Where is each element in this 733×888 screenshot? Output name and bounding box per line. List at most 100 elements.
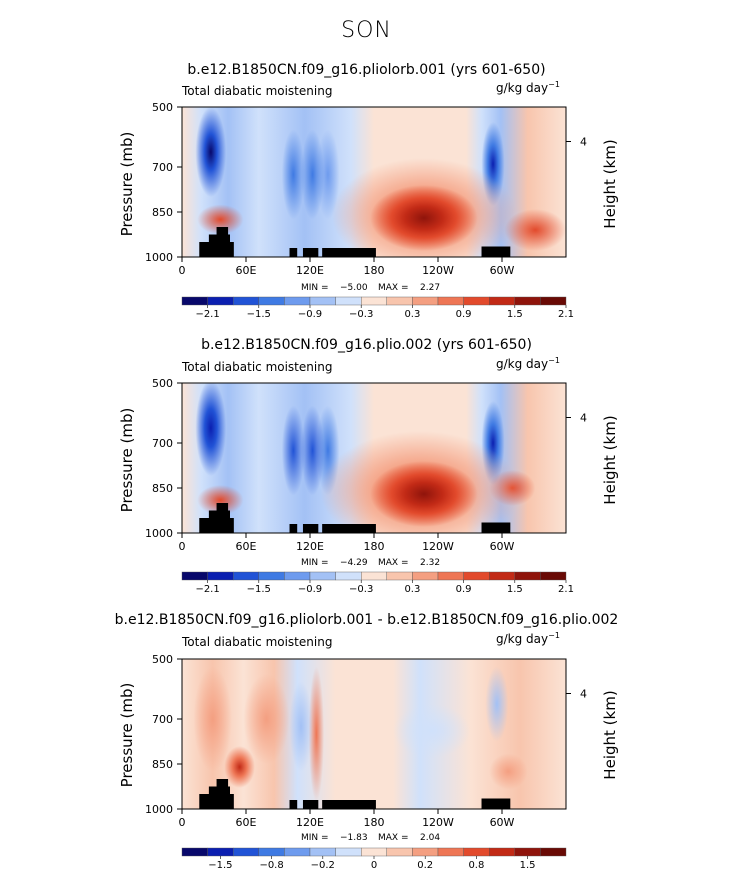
colorbar-swatch <box>361 847 388 857</box>
topography-block <box>302 800 319 809</box>
colorbar-swatch <box>309 571 336 581</box>
colorbar-swatch <box>181 296 208 306</box>
colorbar-label: −2.1 <box>195 584 219 595</box>
colorbar-swatch <box>437 296 464 306</box>
colorbar-swatch <box>386 847 413 857</box>
colorbar-swatch <box>386 571 413 581</box>
colorbar-label: 0.9 <box>456 309 472 320</box>
panel-title: b.e12.B1850CN.f09_g16.plio.002 (yrs 601-… <box>201 337 532 353</box>
colorbar-label: −0.9 <box>298 309 322 320</box>
colorbar-swatch <box>412 847 439 857</box>
x-tick-label: 60W <box>490 540 515 553</box>
units-label: g/kg day−1 <box>496 631 560 646</box>
colorbar-label: −1.5 <box>247 584 271 595</box>
topography-block <box>222 234 230 257</box>
topography-block <box>481 246 511 257</box>
colorbar-swatch <box>412 296 439 306</box>
y-tick-label: 700 <box>152 161 173 174</box>
colorbar-swatch <box>309 847 336 857</box>
x-tick-label: 60W <box>490 816 515 829</box>
y-tick-label: 850 <box>152 758 173 771</box>
topography-block <box>302 248 319 257</box>
field-plot <box>182 659 566 809</box>
colorbar-swatch <box>258 847 285 857</box>
colorbar-label: 2.1 <box>558 309 574 320</box>
y-tick-label: 700 <box>152 437 173 450</box>
topography-block <box>289 524 298 533</box>
colorbar-swatch <box>540 847 567 857</box>
colorbar-label: −0.8 <box>259 860 283 871</box>
topography-block <box>322 800 376 809</box>
max-value: 2.04 <box>420 833 441 843</box>
topography-block <box>289 800 298 809</box>
x-tick-label: 120E <box>296 264 324 277</box>
colorbar-swatch <box>412 571 439 581</box>
topography-block <box>481 798 511 809</box>
colorbar-swatch <box>463 571 490 581</box>
colorbar-label: 0 <box>371 860 377 871</box>
colorbar-swatch <box>361 296 388 306</box>
variable-label: Total diabatic moistening <box>182 635 333 649</box>
colorbar-swatch <box>207 847 234 857</box>
colorbar-swatch <box>284 847 311 857</box>
colorbar-label: −0.3 <box>349 584 373 595</box>
x-tick-label: 60E <box>236 540 257 553</box>
topography-block <box>322 248 376 257</box>
x-tick-label: 60E <box>236 816 257 829</box>
colorbar-swatch <box>489 571 516 581</box>
variable-label: Total diabatic moistening <box>182 84 333 98</box>
topography-block <box>302 524 319 533</box>
y2-tick-label: 4 <box>580 688 587 701</box>
colorbar-swatch <box>258 296 285 306</box>
topography-block <box>289 248 298 257</box>
colorbar-swatch <box>361 571 388 581</box>
max-label: MAX = <box>378 833 409 843</box>
field-plot <box>182 383 566 533</box>
colorbar-swatch <box>335 571 362 581</box>
min-value: −5.00 <box>340 283 368 293</box>
colorbar-swatch <box>207 571 234 581</box>
plot-frame <box>181 106 567 258</box>
x-tick-label: 0 <box>179 816 186 829</box>
x-tick-label: 120E <box>296 540 324 553</box>
colorbar-swatch <box>437 571 464 581</box>
colorbar-swatch <box>489 296 516 306</box>
variable-label: Total diabatic moistening <box>182 360 333 374</box>
x-tick-label: 60E <box>236 264 257 277</box>
colorbar-swatch <box>489 847 516 857</box>
colorbar-swatch <box>463 847 490 857</box>
x-tick-label: 120W <box>422 540 454 553</box>
colorbar-swatch <box>181 571 208 581</box>
colorbar-label: 1.5 <box>507 309 523 320</box>
x-tick-label: 0 <box>179 540 186 553</box>
colorbar-label: 0.2 <box>417 860 433 871</box>
colorbar-label: −0.2 <box>311 860 335 871</box>
topography-block <box>322 524 376 533</box>
y-tick-label: 500 <box>152 101 173 114</box>
colorbar-label: 1.5 <box>507 584 523 595</box>
colorbar-label: 1.5 <box>520 860 536 871</box>
x-tick-label: 180 <box>364 540 385 553</box>
field-plot <box>182 107 566 257</box>
colorbar-swatch <box>335 847 362 857</box>
colorbar-swatch <box>463 296 490 306</box>
x-tick-label: 0 <box>179 264 186 277</box>
y-tick-label: 850 <box>152 482 173 495</box>
min-value: −1.83 <box>340 833 368 843</box>
colorbar-label: −1.5 <box>208 860 232 871</box>
colorbar-label: −0.9 <box>298 584 322 595</box>
max-label: MAX = <box>378 558 409 568</box>
colorbar-swatch <box>437 847 464 857</box>
colorbar-swatch <box>514 847 541 857</box>
topography-block <box>481 522 511 533</box>
colorbar-swatch <box>514 296 541 306</box>
units-label: g/kg day−1 <box>496 356 560 371</box>
colorbar-label: 0.3 <box>404 584 420 595</box>
x-tick-label: 120W <box>422 264 454 277</box>
colorbar-swatch <box>284 296 311 306</box>
x-tick-label: 60W <box>490 264 515 277</box>
colorbar-label: −0.3 <box>349 309 373 320</box>
colorbar-swatch <box>232 847 259 857</box>
topography-block <box>222 510 230 533</box>
